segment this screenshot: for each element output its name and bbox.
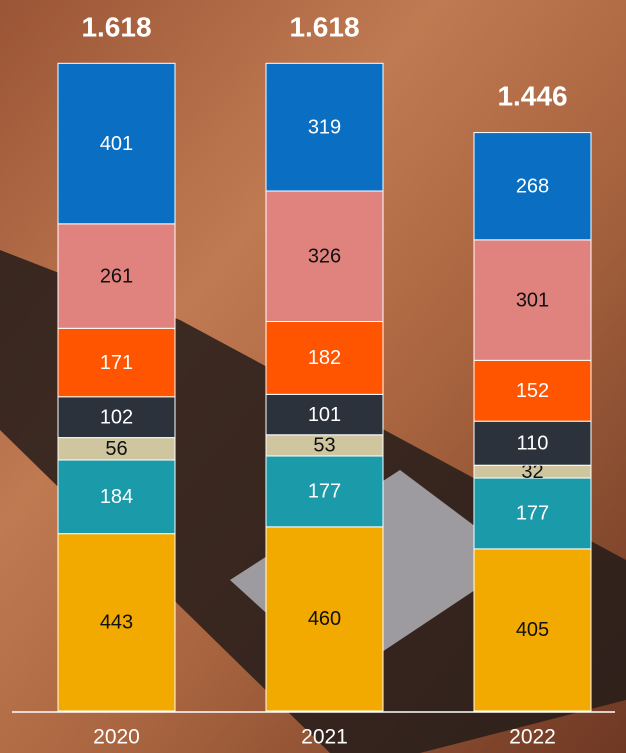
segment-label: 152: [516, 380, 549, 402]
segment-label: 56: [105, 438, 127, 460]
segment-label: 182: [308, 347, 341, 369]
segment-label: 326: [308, 246, 341, 268]
segment-label: 53: [313, 435, 335, 457]
segment-label: 102: [100, 406, 133, 428]
segment-label: 401: [100, 133, 133, 155]
segment-label: 171: [100, 352, 133, 374]
x-tick-label: 2020: [93, 726, 140, 749]
segment-label: 319: [308, 116, 341, 138]
segment-label: 460: [308, 608, 341, 630]
segment-label: 443: [100, 612, 133, 634]
segment-label: 301: [516, 289, 549, 311]
segment-label: 110: [517, 432, 549, 454]
segment-label: 184: [100, 486, 133, 508]
segment-label: 261: [100, 265, 133, 287]
total-label: 1.618: [289, 12, 359, 43]
total-label: 1.618: [81, 12, 151, 43]
segment-label: 177: [308, 481, 341, 503]
x-tick-label: 2022: [509, 726, 556, 749]
segment-label: 177: [516, 503, 549, 525]
x-tick-label: 2021: [301, 726, 348, 749]
segment-label: 101: [308, 404, 341, 426]
segment-label: 405: [516, 619, 549, 641]
chart: 443 184 56 102 171 261 401 1.618 2020 460 177 53 101…: [0, 0, 626, 753]
total-label: 1.446: [497, 81, 567, 112]
segment-label: 268: [516, 175, 549, 197]
